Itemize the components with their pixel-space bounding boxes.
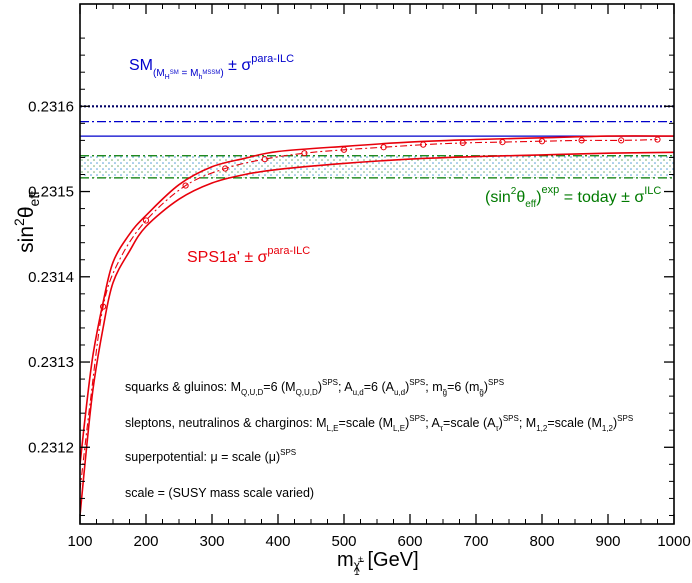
sps-marker [222, 165, 229, 172]
x-tick-label: 400 [265, 533, 290, 550]
plot-frame [79, 3, 675, 525]
sps-central-curve [80, 138, 658, 490]
x-tick-label: 1000 [657, 533, 690, 550]
sm-annotation: SM(MHSM = MhMSSM) ± σpara-ILC [129, 53, 294, 81]
sps-marker [420, 141, 427, 148]
param-line-squarks: squarks & gluinos: MQ,U,D=6 (MQ,U,D)SPS;… [125, 378, 504, 397]
sps-marker [654, 136, 661, 143]
sps-marker [538, 138, 546, 145]
sps-marker [100, 303, 107, 310]
x-tick-label: 800 [529, 533, 554, 550]
sps-marker [578, 137, 585, 144]
param-line-scale: scale = (SUSY mass scale varied) [125, 486, 314, 500]
sps-marker [301, 150, 308, 157]
series-lines [80, 135, 674, 516]
y-tick-label: 0.2316 [28, 98, 74, 115]
x-tick-label: 700 [463, 533, 488, 550]
x-axis-label: mχ̃± 1[GeV] [337, 549, 419, 578]
param-line-superpotential: superpotential: μ = scale (μ)SPS [125, 448, 296, 464]
y-axis-label: sin2θeff [11, 191, 42, 253]
exp-annotation: (sin2θeff)exp = today ± σILC [485, 184, 661, 210]
sps-marker [459, 139, 466, 147]
x-tick-label: 200 [133, 533, 158, 550]
sps-marker [142, 217, 150, 224]
sps-marker [499, 138, 506, 146]
x-tick-label: 900 [595, 533, 620, 550]
sps-marker [340, 146, 348, 153]
y-tick-label: 0.2315 [28, 184, 74, 201]
series-markers [100, 136, 661, 310]
sps-annotation: SPS1a' ± σpara-ILC [187, 245, 310, 266]
x-tick-label: 500 [331, 533, 356, 550]
sps-marker [182, 182, 189, 189]
y-tick-label: 0.2312 [28, 439, 74, 456]
axis-ticks: 100 200 300 400 500 600 700 800 900 1000 0.2312 0.2… [28, 4, 691, 550]
param-line-sleptons: sleptons, neutralinos & charginos: ML,E=… [125, 414, 633, 433]
y-tick-label: 0.2314 [28, 269, 74, 286]
exp-band-fill [80, 155, 674, 178]
sps-marker [380, 144, 387, 151]
y-tick-label: 0.2313 [28, 354, 74, 371]
x-tick-label: 100 [67, 533, 92, 550]
sps-marker [261, 156, 268, 163]
sps-marker [618, 137, 625, 144]
sps-upper-curve [80, 135, 674, 465]
exp-uncertainty-band [80, 155, 674, 178]
sps-lower-curve [80, 151, 674, 516]
x-tick-label: 600 [397, 533, 422, 550]
x-tick-label: 300 [199, 533, 224, 550]
